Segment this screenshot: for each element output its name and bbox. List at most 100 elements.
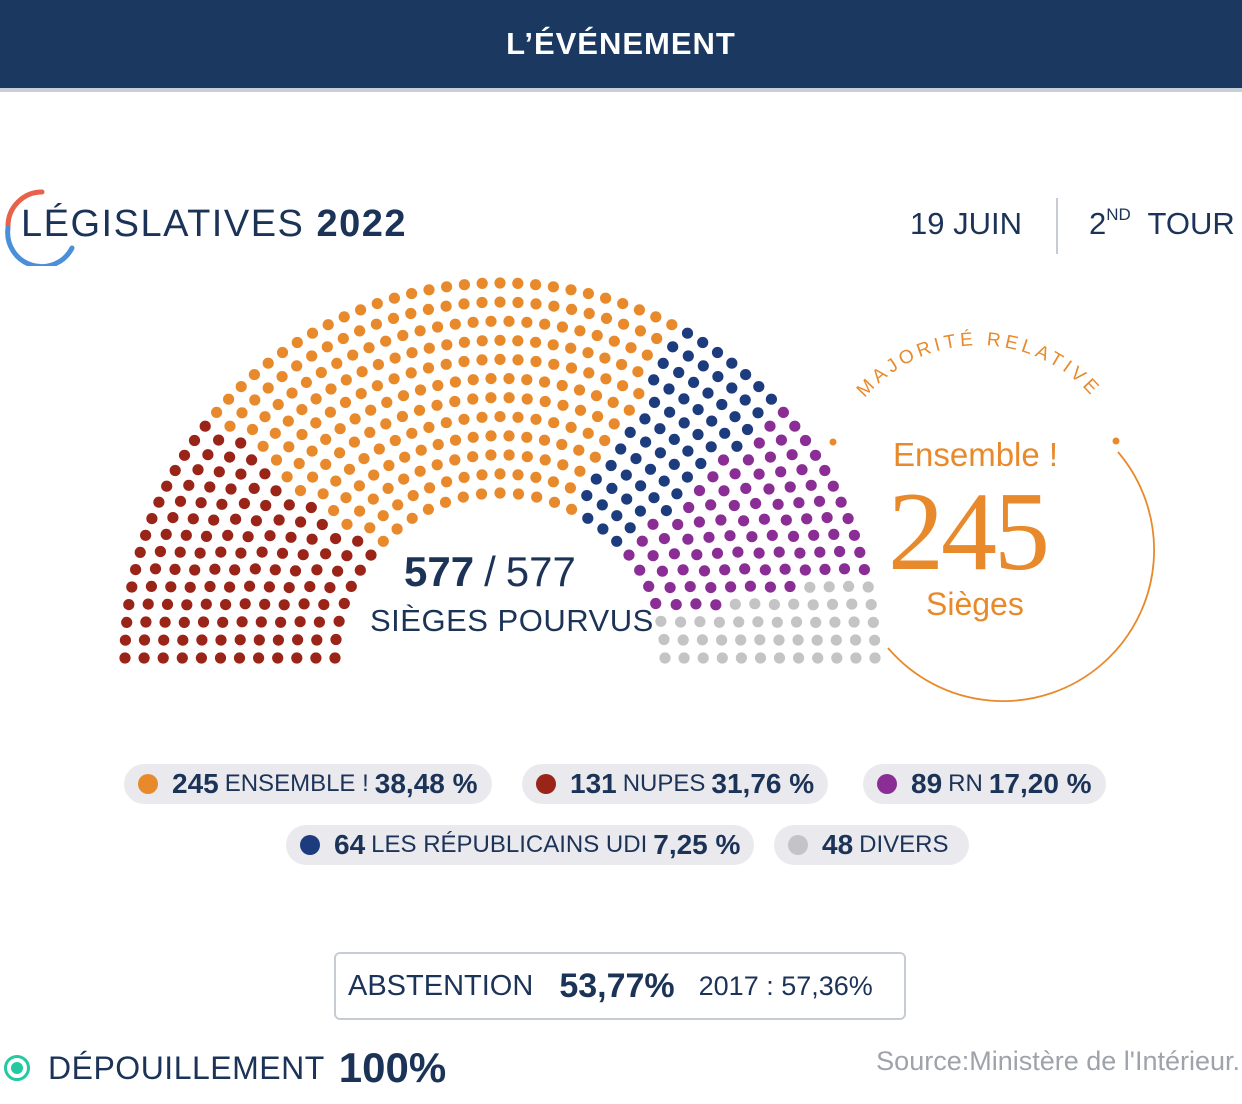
seat-dot [814,546,826,558]
seat-dot [432,438,444,451]
seat-dot [849,634,862,646]
seat-dot [654,423,666,435]
seat-dot [608,418,620,430]
seat-dot [641,349,653,361]
seat-dot [196,634,208,646]
seat-dot [414,325,426,337]
seat-dot [341,518,353,530]
seat-dot [869,634,881,646]
seat-dot [330,633,342,646]
seat-dot [788,598,800,610]
seat-dot [329,652,341,664]
seat-dot [556,321,569,333]
seat-dot [177,634,189,646]
seat-dot [415,444,427,456]
seat-dot [283,582,295,594]
election-title-light: LÉGISLATIVES [21,203,305,245]
seat-dot [616,358,628,371]
seat-dot [775,466,787,478]
seat-dot [348,436,360,448]
seat-dot [259,468,271,480]
seat-dot [786,449,798,461]
seat-dot [289,565,302,577]
seat-dot [597,523,609,535]
seat-dot [220,599,232,611]
seat-dot [458,355,470,368]
seat-dot [249,563,261,575]
seat-dot [306,445,318,457]
seat-dot [716,398,728,411]
seat-dot [278,599,290,611]
seat-dot [630,453,642,465]
seat-dot [235,381,247,393]
seat-dot [581,490,593,502]
seat-dot [224,581,236,593]
seat-dot [678,393,690,405]
seat-dot [726,382,738,394]
seat-dot [565,284,577,296]
seat-dot [494,411,506,423]
seat-dot [618,318,630,330]
seat-dot [717,454,730,466]
seat-dot [671,488,683,500]
seat-dot [272,398,284,411]
seat-dot [372,358,384,371]
seat-dot [611,535,623,547]
seat-dot [634,564,646,576]
seats-total: 577 [505,548,576,595]
seat-dot [648,492,660,504]
seat-dot [512,277,524,289]
seat-dot [690,598,702,610]
seat-dot [285,531,297,543]
seat-dot [383,459,395,472]
seat-dot [697,336,709,349]
seat-dot [224,420,236,432]
seat-dot [380,418,392,430]
seat-dot [306,350,318,362]
seat-dot [204,580,216,593]
seat-dot [236,407,248,419]
seat-dot [197,616,210,628]
seat-dot [842,513,854,525]
seat-dot [224,451,236,463]
seat-dot [735,634,747,646]
seat-dot [181,599,193,611]
seat-dot [697,360,709,372]
majority-seats: 245 [888,470,1050,594]
seat-dot [702,387,714,399]
seat-dot [810,616,822,629]
seat-dot [310,393,322,405]
seat-dot [565,362,578,374]
seat-dot [307,471,319,483]
seat-dot [512,296,524,309]
seat-dot [239,598,251,610]
seat-dot [296,404,308,416]
seat-dot [759,564,771,576]
seat-dot [494,487,506,499]
seat-dot [328,505,340,517]
seat-dot [140,616,152,628]
seat-dot [796,464,808,476]
seat-dot [467,451,479,463]
seat-dot [819,563,831,576]
seat-dot [548,300,560,312]
seat-dot [317,488,329,500]
seat-dot [692,428,704,441]
header-divider [1056,198,1058,254]
round-number: 2 [1089,206,1107,241]
seat-dot [530,336,542,348]
round-superscript: ND [1106,204,1131,224]
seat-dot [711,547,724,559]
seat-dot [318,599,330,611]
seat-dot [764,451,777,463]
seat-dot [735,652,748,664]
seat-dot [682,445,694,457]
legend-name: NUPES [622,770,706,797]
seat-dot [753,381,765,393]
seat-dot [831,652,843,664]
seat-dot [178,616,190,629]
seat-dot [530,279,542,291]
seat-dot [729,411,741,423]
seat-dot [382,482,394,494]
majority-caption: MAJORITÉ RELATIVE [853,329,1105,401]
